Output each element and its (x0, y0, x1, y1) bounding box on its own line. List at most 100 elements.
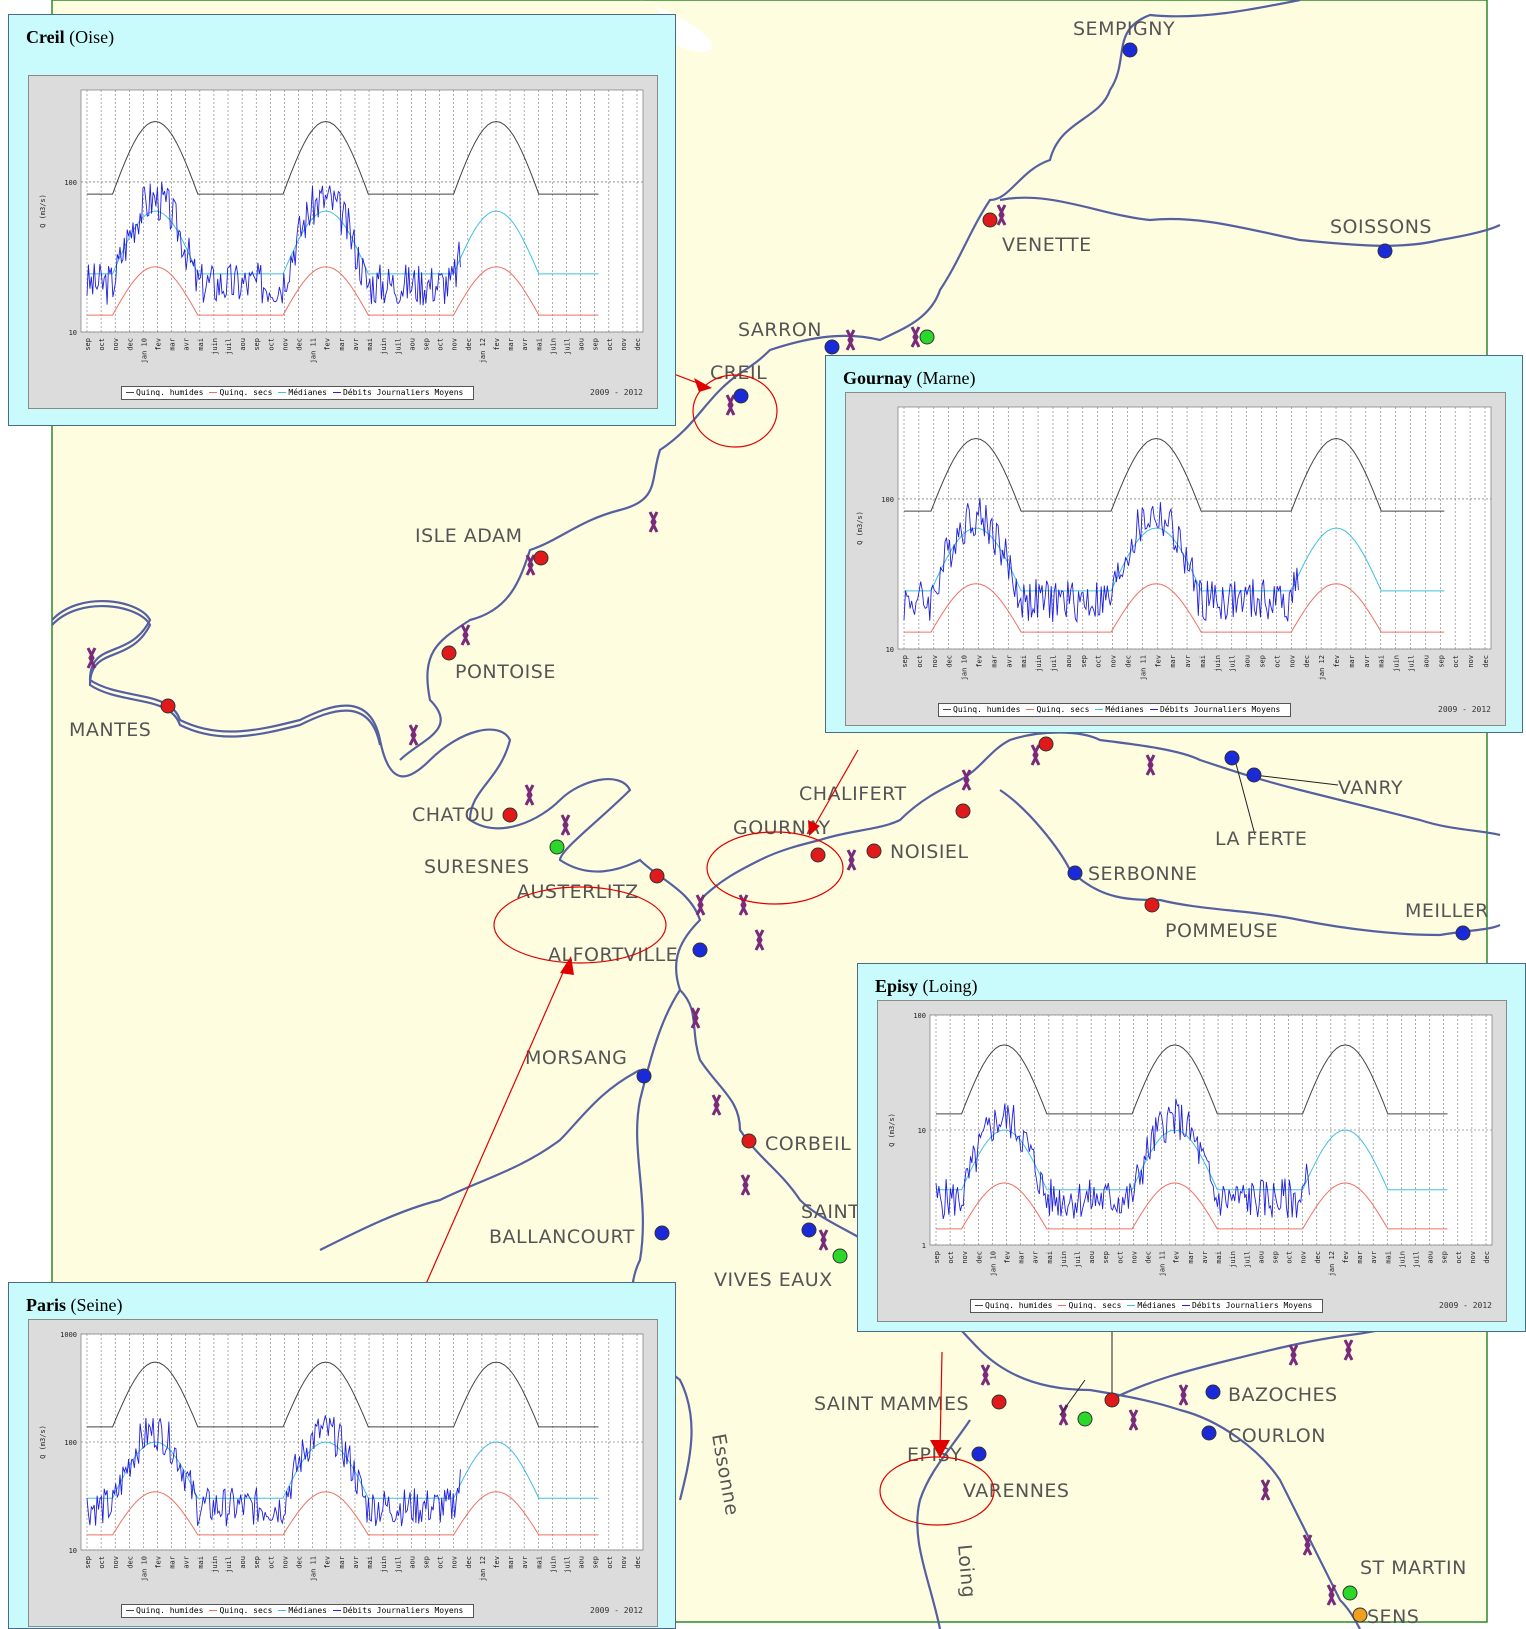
lock-marker (1128, 1409, 1139, 1431)
arrowhead-gournay (808, 820, 820, 836)
label-soissons: SOISSONS (1330, 216, 1432, 238)
month-tick-label: dec (1303, 655, 1311, 668)
station-dot-sarron[interactable] (824, 339, 840, 355)
station-dot-austerlitz[interactable] (649, 868, 665, 884)
month-tick-label: mai (197, 1556, 205, 1569)
month-tick-label: mai (197, 338, 205, 351)
station-dot-mantes[interactable] (160, 698, 176, 714)
station-dot-st-martin[interactable] (1342, 1585, 1358, 1601)
month-tick-label: juil (394, 1556, 402, 1573)
station-dot-meiller[interactable] (1455, 925, 1471, 941)
station-dot-lock-station[interactable] (1038, 736, 1054, 752)
month-tick-label: avr (1184, 655, 1192, 668)
lock-marker (648, 511, 659, 533)
station-dot-corbeil[interactable] (741, 1133, 757, 1149)
legend-swatch (1058, 1305, 1067, 1306)
stations-layer (160, 42, 1471, 1623)
station-dot-saint-mammes[interactable] (991, 1394, 1007, 1410)
legend-swatch (126, 392, 134, 393)
chart-panel-creil: Creil (Oise) sep oct nov dec jan 10 fev mar avr… (8, 14, 676, 426)
station-dot-alfortville[interactable] (692, 942, 708, 958)
station-dot-chalifert[interactable] (955, 803, 971, 819)
month-tick-label: sep (592, 1556, 600, 1569)
label-morsang: MORSANG (525, 1047, 627, 1069)
month-tick-label: nov (1467, 655, 1475, 668)
month-tick-label: fev (155, 338, 163, 351)
station-dot-ballancourt[interactable] (654, 1225, 670, 1241)
station-dot-pommeuse[interactable] (1144, 897, 1160, 913)
month-tick-label: mar (338, 338, 346, 351)
hydrograph-gournay: sep oct nov dec jan 10 fev mar avr mai juin juil ao… (856, 406, 1492, 680)
series-quinq-secs (936, 1182, 1448, 1230)
station-dot-episy[interactable] (971, 1446, 987, 1462)
month-tick-label: aou (578, 1556, 586, 1569)
station-dot-vives-eaux[interactable] (832, 1248, 848, 1264)
month-tick-label: juin (549, 1556, 557, 1573)
month-tick-label: dec (1145, 1251, 1153, 1264)
station-dot-la-ferte[interactable] (1224, 750, 1240, 766)
series-quinq-humides (936, 1044, 1448, 1115)
month-tick-label: juin (1214, 655, 1222, 672)
lock-marker (560, 814, 571, 836)
month-tick-label: jan 11 (310, 338, 318, 363)
station-dot-saint[interactable] (801, 1222, 817, 1238)
chart-panel-paris: Paris (Seine) sep oct nov dec jan 10 fev mar av… (8, 1282, 676, 1629)
station-dot-courlon[interactable] (1201, 1425, 1217, 1441)
arrowhead-episy (930, 1440, 950, 1458)
month-tick-label: avr (1201, 1251, 1209, 1264)
series-quinq-humides (87, 120, 599, 195)
station-dot-gournay[interactable] (810, 847, 826, 863)
y-tick-label: 100 (64, 1439, 77, 1447)
station-dot-soissons[interactable] (1377, 243, 1393, 259)
series-debits-journaliers (935, 1098, 1310, 1220)
station-dot-suresnes[interactable] (549, 839, 565, 855)
station-dot-venette[interactable] (982, 212, 998, 228)
station-dot-isle-adam[interactable] (533, 550, 549, 566)
station-dot-chatou[interactable] (502, 807, 518, 823)
station-dot-serbonne[interactable] (1067, 865, 1083, 881)
arrow-line-paris (417, 967, 566, 1303)
station-dot-montereau[interactable] (1104, 1392, 1120, 1408)
station-dot-bazoches[interactable] (1205, 1384, 1221, 1400)
plot-border (929, 1014, 1493, 1246)
river-grand-morin (999, 789, 1501, 937)
series-quinq-humides (87, 1361, 599, 1428)
station-dot-noisiel[interactable] (866, 843, 882, 859)
lock-marker (408, 724, 419, 746)
panel-title: Paris (Seine) (26, 1295, 122, 1316)
lock-marker (1178, 1384, 1189, 1406)
month-tick-label: oct (437, 1556, 445, 1569)
station-dot-creil[interactable] (733, 388, 749, 404)
month-tick-label: juin (1398, 1251, 1406, 1268)
month-tick-label: dec (296, 338, 304, 351)
station-dot-sempigny[interactable] (1122, 42, 1138, 58)
station-dot-verberie[interactable] (919, 329, 935, 345)
chart-period-label: 2009 - 2012 (1439, 1301, 1492, 1310)
panel-river-name: (Oise) (69, 27, 115, 47)
month-tick-label: mai (366, 1556, 374, 1569)
legend-item: Quinq. secs (1026, 705, 1089, 714)
month-tick-label: juil (563, 338, 571, 355)
month-tick-label: juin (380, 1556, 388, 1573)
label-courlon: COURLON (1228, 1425, 1326, 1447)
month-tick-label: mai (1378, 655, 1386, 668)
month-tick-label: oct (437, 338, 445, 351)
legend-label: Quinq. humides (985, 1301, 1053, 1310)
month-tick-label: mai (1199, 655, 1207, 668)
station-dot-vanry[interactable] (1246, 767, 1262, 783)
y-axis-title: Q (m3/s) (888, 1113, 896, 1147)
station-dot-morsang[interactable] (636, 1068, 652, 1084)
legend-label: Médianes (288, 388, 327, 397)
lock-marker (961, 769, 972, 791)
month-tick-label: oct (606, 338, 614, 351)
series-quinq-secs (87, 266, 599, 316)
legend-swatch (1095, 709, 1104, 710)
month-tick-label: jan 10 (140, 338, 148, 363)
label-austerlitz: AUSTERLITZ (517, 881, 639, 903)
station-dot-pontoise[interactable] (441, 645, 457, 661)
month-tick-label: juin (1060, 1251, 1068, 1268)
label-saint: SAINT (801, 1201, 860, 1223)
station-dot-varennes[interactable] (1077, 1411, 1093, 1427)
station-dot-sens[interactable] (1352, 1607, 1368, 1623)
month-tick-label: juin (549, 338, 557, 355)
